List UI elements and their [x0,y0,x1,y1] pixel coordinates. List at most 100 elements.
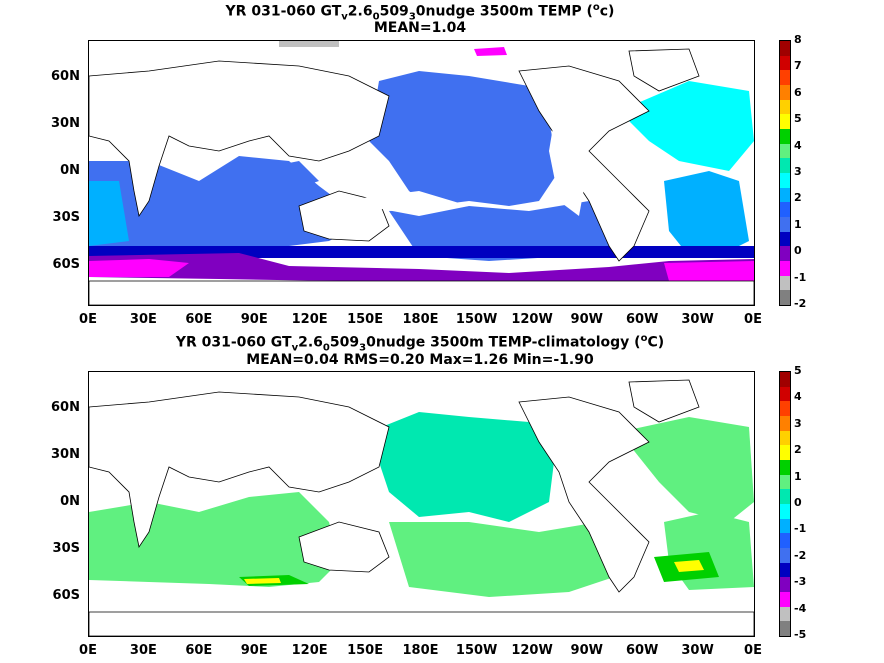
australia-land-2 [298,521,390,573]
colorbar-tick-label: -3 [794,575,807,589]
longitude-label: 30E [129,312,157,327]
atlantic-anomaly [619,417,754,522]
colorbar-swatch [780,503,790,519]
latitude-label: 60N [51,400,80,415]
longitude-label: 90E [240,643,268,658]
arctic-magenta [474,47,507,56]
mid-ocean-ridge-gap [339,191,469,216]
indian-yellow-band [244,578,281,584]
top-title-line1: YR 031-060 GTv2.6050930nudge 3500m TEMP … [225,2,615,23]
colorbar-tick-label: 3 [794,165,802,178]
colorbar-swatch [780,621,790,636]
colorbar-tick-label: -5 [794,628,807,641]
latitude-label: 30N [51,116,80,131]
latitude-label: 30S [52,541,80,556]
pacific-anomaly-field [369,412,554,522]
indo-field [249,161,319,191]
latitude-label: 60N [51,69,80,84]
colorbar-swatch [780,114,790,129]
longitude-label: 120W [511,312,553,327]
eurasia-africa-land [89,60,390,218]
colorbar-tick-label: -2 [794,297,807,310]
magenta-patch-west [89,259,189,277]
colorbar-tick-label: 2 [794,191,802,205]
longitude-label: 0E [79,312,97,327]
bottom-map-panel [88,371,755,637]
colorbar-swatch [780,128,790,144]
colorbar-swatch [780,55,790,71]
colorbar-swatch [780,216,790,232]
longitude-label: 0E [744,312,762,327]
longitude-label: 0E [79,643,97,658]
latitude-label: 30N [51,447,80,462]
eurasia-africa-land-2 [89,391,390,549]
colorbar-swatch [780,187,790,203]
colorbar-tick-label: 2 [794,443,802,457]
colorbar-swatch [780,143,790,159]
colorbar-swatch [780,591,790,607]
bottom-title-line1: YR 031-060 GTv2.6050930nudge 3500m TEMP-… [175,333,665,354]
longitude-label: 60E [185,643,213,658]
latitude-label: 60S [52,257,80,272]
colorbar-tick-label: 8 [794,33,802,46]
greenland-land-2 [628,379,700,423]
east-pacific-ridge-gap [549,121,589,216]
south-pacific-anomaly [389,522,629,597]
top-title-mean: MEAN=1.04 [373,20,467,36]
colorbar-swatch [780,372,790,387]
longitude-label: 30E [129,643,157,658]
colorbar-swatch [780,606,790,622]
colorbar-swatch [780,430,790,446]
magenta-patch-east [664,261,754,283]
colorbar-tick-label: 1 [794,217,802,231]
longitude-label: 120W [511,643,553,658]
longitude-label: 60W [625,643,659,658]
longitude-label: 0E [744,643,762,658]
longitude-label: 150W [455,312,498,327]
colorbar-swatch [780,290,790,305]
yellow-patch [674,560,704,572]
colorbar-swatch [780,415,790,431]
colorbar-tick-label: -1 [794,522,807,536]
colorbar-tick-label: 7 [794,59,802,73]
greenland-land [628,48,700,92]
colorbar-swatch [780,533,790,548]
colorbar-tick-label: 0 [794,496,802,509]
north-atlantic-field [619,81,754,171]
longitude-label: 60E [185,312,213,327]
colorbar-swatch [780,518,790,534]
pacific-ocean-field [369,71,559,206]
colorbar-tick-label: 4 [794,138,802,152]
longitude-label: 150W [455,643,498,658]
colorbar-swatch [780,445,790,460]
latitude-label: 30S [52,210,80,225]
latitude-label: 0N [60,163,80,178]
colorbar-tick-label: -1 [794,270,807,284]
bottom-map-svg [89,372,754,636]
colorbar-swatch [780,158,790,173]
west-indian-field [89,181,129,246]
colorbar-swatch [780,562,790,578]
colorbar-tick-label: 5 [794,112,802,126]
bottom-colorbar [779,371,791,637]
bottom-title-stats: MEAN=0.04 RMS=0.20 Max=1.26 Min=-1.90 [246,352,594,368]
top-map-panel [88,40,755,306]
colorbar-swatch [780,401,790,416]
southern-purple-band [89,253,754,286]
colorbar-tick-label: -2 [794,548,807,562]
colorbar-swatch [780,386,790,402]
antarctica-land [89,280,754,305]
longitude-label: 180E [402,312,439,327]
latitude-label: 0N [60,494,80,509]
colorbar-tick-label: -4 [794,601,807,615]
colorbar-swatch [780,260,790,276]
top-map-svg [89,41,754,305]
longitude-label: 90E [240,312,268,327]
longitude-label: 150E [347,643,384,658]
longitude-label: 120E [291,643,328,658]
top-colorbar [779,40,791,306]
longitude-label: 150E [347,312,384,327]
longitude-label: 30W [681,643,714,658]
antarctica-land-2 [89,611,754,636]
longitude-label: 60W [625,312,659,327]
